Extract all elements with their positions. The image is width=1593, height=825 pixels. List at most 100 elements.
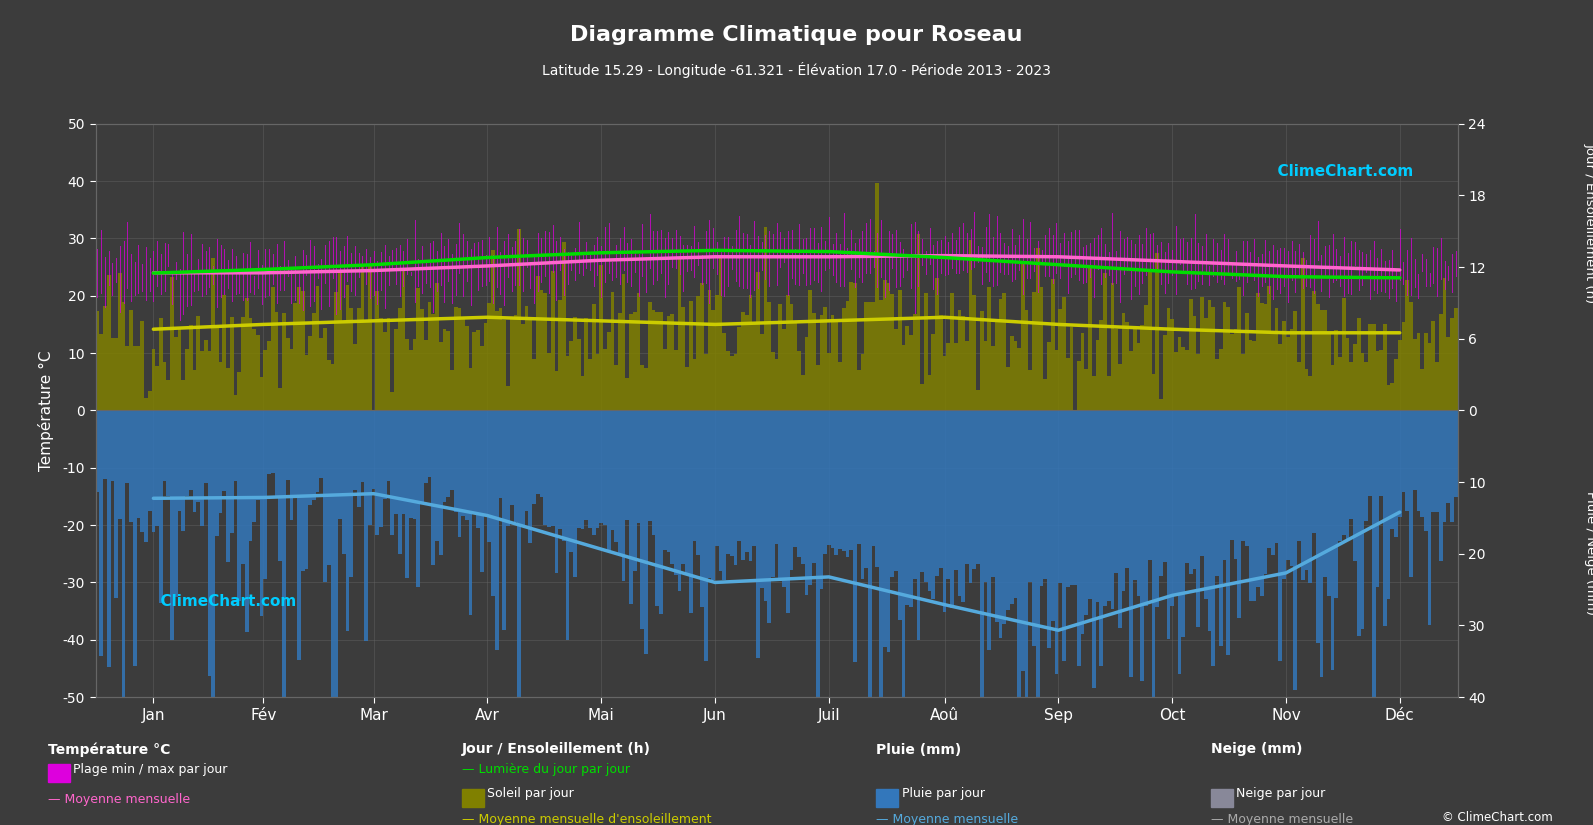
Bar (688, 301, 693, 411)
Bar (1018, 348, 1021, 411)
Bar (726, 411, 730, 554)
Bar (1241, 411, 1244, 541)
Bar (148, 391, 151, 411)
Bar (1301, 411, 1305, 580)
Bar (827, 352, 830, 411)
Bar (245, 411, 249, 632)
Bar (241, 411, 245, 564)
Bar (174, 411, 178, 597)
Bar (1297, 411, 1301, 541)
Bar (599, 266, 604, 411)
Bar (143, 398, 148, 411)
Bar (398, 308, 401, 411)
Bar (793, 323, 796, 411)
Bar (327, 411, 331, 565)
Bar (804, 411, 808, 596)
Bar (581, 411, 585, 530)
Bar (965, 411, 969, 563)
Bar (685, 411, 688, 573)
Bar (1233, 411, 1238, 559)
Bar (1160, 399, 1163, 411)
Bar (215, 325, 218, 411)
Bar (913, 411, 916, 578)
Bar (554, 371, 558, 411)
Bar (1286, 337, 1290, 411)
Bar (1349, 411, 1352, 519)
Bar (677, 257, 682, 411)
Bar (371, 411, 376, 489)
Bar (1341, 411, 1346, 535)
Bar (495, 411, 499, 650)
Bar (349, 308, 354, 411)
Bar (763, 411, 768, 601)
Bar (368, 265, 371, 411)
Bar (816, 365, 819, 411)
Bar (801, 375, 804, 411)
Bar (1438, 314, 1443, 411)
Bar (115, 411, 118, 598)
Bar (535, 411, 540, 493)
Bar (323, 328, 327, 411)
Bar (655, 411, 660, 606)
Bar (1330, 365, 1335, 411)
Bar (159, 318, 162, 411)
Bar (499, 308, 502, 411)
Bar (174, 337, 178, 411)
Bar (379, 318, 382, 411)
Bar (1152, 411, 1155, 697)
Bar (838, 362, 841, 411)
Bar (107, 411, 110, 667)
Bar (484, 411, 487, 516)
Bar (1432, 411, 1435, 512)
Bar (585, 411, 588, 521)
Bar (524, 411, 529, 511)
Bar (457, 411, 462, 537)
Bar (790, 304, 793, 411)
Bar (1188, 411, 1193, 574)
Bar (1308, 411, 1313, 583)
Bar (604, 349, 607, 411)
Bar (1286, 411, 1290, 560)
Bar (704, 354, 707, 411)
Bar (137, 346, 140, 411)
Bar (1260, 304, 1263, 411)
Bar (569, 411, 573, 553)
Bar (1024, 310, 1029, 411)
Bar (1066, 358, 1069, 411)
Bar (401, 268, 405, 411)
Bar (1416, 411, 1421, 511)
Bar (487, 303, 491, 411)
Bar (532, 411, 535, 504)
Bar (424, 411, 427, 483)
Bar (468, 411, 473, 615)
Bar (629, 411, 632, 604)
Bar (949, 411, 954, 608)
Bar (368, 411, 371, 525)
Bar (382, 332, 387, 411)
Bar (409, 411, 413, 518)
Bar (1421, 411, 1424, 516)
Bar (718, 411, 723, 572)
Bar (513, 411, 518, 522)
Bar (894, 328, 898, 411)
Bar (663, 349, 666, 411)
Bar (454, 411, 457, 512)
Bar (771, 411, 774, 577)
Bar (585, 318, 588, 411)
Bar (99, 411, 104, 656)
Bar (1185, 351, 1188, 411)
Bar (143, 411, 148, 543)
Bar (846, 411, 849, 558)
Bar (274, 312, 279, 411)
Bar (193, 411, 196, 512)
Bar (390, 411, 393, 535)
Bar (1141, 325, 1144, 411)
Bar (518, 229, 521, 411)
Bar (644, 368, 648, 411)
Bar (529, 411, 532, 543)
Bar (1364, 362, 1368, 411)
Bar (1330, 411, 1335, 670)
Bar (830, 411, 835, 549)
Bar (1352, 344, 1357, 411)
Bar (1383, 324, 1386, 411)
